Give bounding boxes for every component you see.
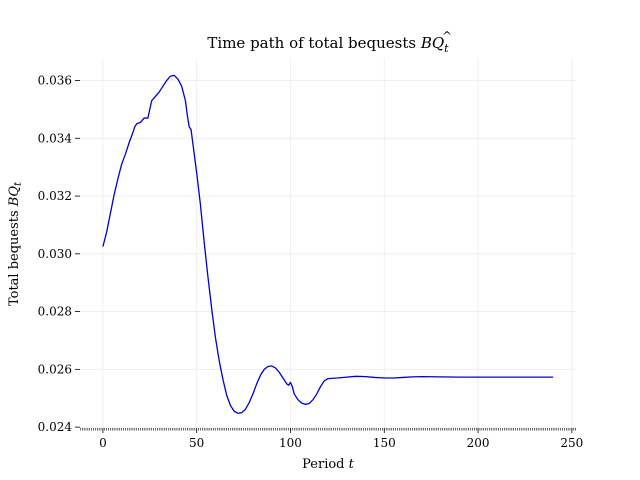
y-axis: 0.024 0.026 0.028 0.030 0.032 0.034 0.036 bbox=[38, 74, 80, 434]
y-tick-label: 0.028 bbox=[38, 305, 72, 319]
y-tick-label: 0.032 bbox=[38, 189, 72, 203]
bequests-series-line bbox=[102, 74, 554, 414]
y-tick-label: 0.030 bbox=[38, 247, 72, 261]
y-tick-label: 0.036 bbox=[38, 74, 72, 88]
x-axis: 0 50 100 150 200 250 bbox=[80, 428, 583, 450]
title-hat-accent: ^ bbox=[442, 29, 452, 43]
y-tick-label: 0.024 bbox=[38, 420, 73, 434]
grid-lines bbox=[80, 58, 576, 428]
x-tick-label: 150 bbox=[373, 436, 396, 450]
y-tick-label: 0.034 bbox=[38, 131, 73, 145]
y-axis-label: Total bequests BQt bbox=[7, 181, 24, 306]
x-tick-label: 250 bbox=[560, 436, 583, 450]
series-layer bbox=[102, 74, 554, 414]
chart-title: Time path of total bequests BQt bbox=[207, 34, 449, 55]
x-tick-label: 0 bbox=[99, 436, 107, 450]
y-tick-label: 0.026 bbox=[38, 362, 72, 376]
x-tick-label: 100 bbox=[279, 436, 302, 450]
x-tick-label: 200 bbox=[467, 436, 490, 450]
x-tick-label: 50 bbox=[189, 436, 204, 450]
x-axis-label: Period t bbox=[302, 457, 355, 472]
